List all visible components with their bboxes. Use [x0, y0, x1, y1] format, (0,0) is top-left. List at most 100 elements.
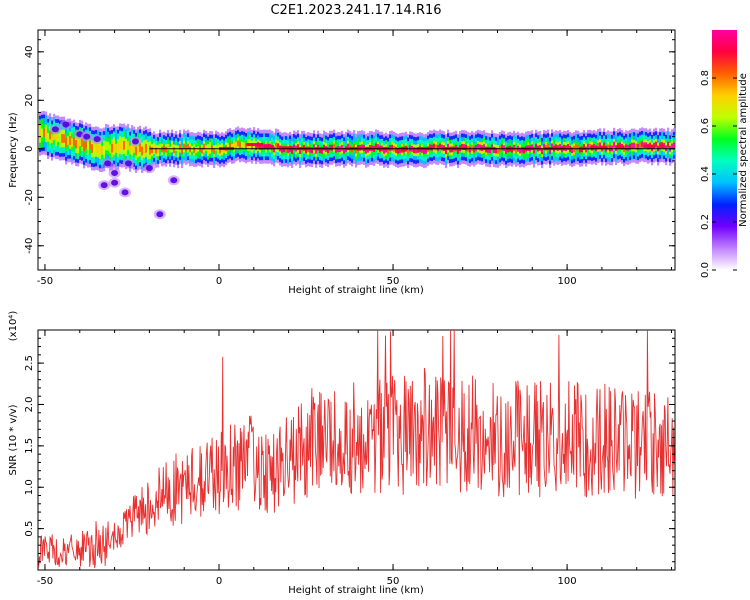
colorbar-tick-label: 0.8 — [700, 70, 711, 86]
heatmap-peak — [615, 145, 625, 149]
heatmap-peak — [279, 146, 294, 150]
heatmap-cell — [547, 143, 550, 150]
colorbar-label: Normalized spectral amplitude — [738, 73, 749, 227]
heatmap-blob-core — [170, 177, 178, 184]
heatmap-cell — [607, 144, 610, 151]
heatmap-cell — [667, 141, 670, 148]
heatmap-cell — [541, 148, 544, 155]
heatmap-cell — [207, 147, 210, 153]
colorbar-tick-label: 0.0 — [700, 262, 711, 278]
snr-x-axis-label: Height of straight line (km) — [288, 585, 424, 596]
snr-y-multiplier: (x10⁴) — [8, 311, 19, 342]
heatmap-cell — [111, 143, 114, 153]
heatmap-cell — [335, 146, 338, 153]
heatmap-cell — [315, 147, 318, 154]
heatmap-cell — [107, 141, 110, 151]
heatmap-cell — [119, 140, 122, 150]
spectrogram-y-tick-label: -40 — [24, 238, 35, 254]
heatmap-cell — [47, 132, 50, 142]
heatmap-cell — [145, 143, 148, 153]
heatmap-cell — [95, 143, 98, 153]
heatmap-cell — [239, 142, 242, 149]
heatmap-peak — [660, 144, 665, 148]
heatmap-cell — [227, 143, 230, 150]
heatmap-cell — [331, 144, 334, 151]
heatmap-cell — [157, 147, 160, 154]
spectrogram-x-tick-label: -50 — [37, 276, 53, 287]
heatmap-cell — [229, 142, 232, 149]
heatmap-cell — [195, 147, 198, 153]
spectrogram-x-axis-label: Height of straight line (km) — [288, 285, 424, 296]
snr-y-axis-label: SNR (10 * v/v) — [8, 404, 19, 475]
heatmap-cell — [505, 148, 508, 154]
chart-title: C2E1.2023.241.17.14.R16 — [270, 3, 441, 18]
heatmap-cell — [629, 143, 632, 150]
heatmap-cell — [147, 146, 150, 156]
heatmap-cell — [189, 146, 192, 153]
heatmap-cell — [353, 144, 356, 150]
spectrogram-x-tick-label: 100 — [558, 276, 577, 287]
heatmap-cell — [575, 144, 578, 151]
heatmap-cell — [105, 141, 108, 151]
heatmap-cell — [273, 146, 276, 153]
spectrogram-y-tick-label: -20 — [24, 189, 35, 205]
heatmap-cell — [91, 144, 94, 153]
heatmap-cell — [619, 142, 622, 149]
snr-y-tick-label: 2.5 — [24, 355, 35, 371]
heatmap-cell — [387, 148, 390, 154]
heatmap-cell — [109, 144, 112, 154]
heatmap-cell — [87, 141, 90, 151]
spectrogram-axes: -50 0 50 100 40 20 0 -20 -40 — [24, 30, 675, 287]
heatmap-cell — [259, 143, 262, 150]
heatmap-cell — [219, 147, 222, 154]
heatmap-cell — [49, 130, 52, 140]
spectrogram-x-tick-label: 50 — [387, 276, 400, 287]
colorbar: 0.0 0.2 0.4 0.6 0.8 Normalized spectral ampl… — [700, 30, 749, 278]
heatmap-cell — [475, 144, 478, 151]
heatmap-cell — [293, 144, 296, 151]
heatmap-cell — [79, 137, 82, 147]
heatmap-cell — [671, 143, 674, 150]
heatmap-cell — [497, 147, 500, 154]
heatmap-cell — [321, 148, 324, 154]
heatmap-cell — [151, 147, 154, 153]
heatmap-cell — [71, 138, 74, 148]
heatmap-cell — [39, 129, 42, 139]
heatmap-cell — [183, 143, 186, 150]
heatmap-cell — [171, 143, 174, 150]
heatmap-cell — [407, 148, 410, 154]
heatmap-cell — [291, 148, 294, 154]
snr-y-tick-label: 2.0 — [24, 397, 35, 413]
heatmap-cell — [53, 131, 56, 140]
heatmap-peak — [589, 146, 608, 150]
heatmap-cell — [59, 134, 62, 144]
heatmap-cell — [155, 147, 158, 154]
heatmap-cell — [425, 147, 428, 154]
heatmap-cell — [333, 143, 336, 150]
heatmap-cell — [243, 142, 246, 149]
heatmap-cell — [503, 145, 506, 152]
heatmap-cell — [177, 148, 180, 155]
heatmap-blob-core — [121, 189, 129, 196]
heatmap-cell — [129, 145, 132, 155]
heatmap-cell — [69, 136, 72, 145]
heatmap-cell — [327, 147, 330, 154]
heatmap-cell — [251, 143, 254, 150]
heatmap-cell — [627, 144, 630, 151]
heatmap-cell — [423, 148, 426, 155]
heatmap-cell — [101, 145, 104, 155]
heatmap-cell — [143, 144, 146, 154]
heatmap-cell — [141, 146, 144, 156]
heatmap-cell — [395, 147, 398, 153]
heatmap-cell — [587, 143, 590, 150]
heatmap-blob-core — [145, 165, 153, 172]
heatmap-cell — [175, 145, 178, 151]
heatmap-cell — [471, 145, 474, 152]
heatmap-cell — [223, 147, 226, 154]
heatmap-cell — [341, 144, 344, 151]
heatmap-cell — [149, 145, 152, 155]
heatmap-cell — [565, 145, 568, 152]
heatmap-cell — [319, 147, 322, 154]
spectrogram-heatmap — [39, 110, 676, 220]
heatmap-cell — [55, 133, 58, 142]
